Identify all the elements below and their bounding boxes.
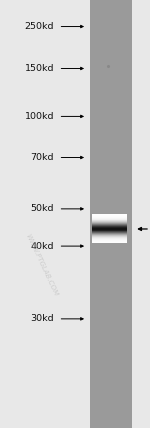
Bar (92, 218, 127, 219)
Bar (92, 226, 127, 227)
Bar (92, 241, 127, 242)
Bar (92, 221, 127, 222)
Bar (92, 222, 127, 223)
Text: 40kd: 40kd (30, 241, 54, 251)
Bar (92, 241, 127, 242)
Bar (92, 242, 127, 243)
Bar (92, 229, 127, 230)
Bar (92, 215, 127, 216)
Bar (92, 228, 127, 229)
Bar (92, 239, 127, 240)
Bar (92, 214, 127, 215)
Bar (92, 232, 127, 233)
Text: 50kd: 50kd (30, 204, 54, 214)
Bar (92, 217, 127, 218)
Bar (92, 220, 127, 221)
Bar (92, 223, 127, 224)
Bar (92, 238, 127, 239)
Bar (92, 240, 127, 241)
Bar (92, 216, 127, 217)
Text: 70kd: 70kd (30, 153, 54, 162)
Bar (92, 227, 127, 228)
Bar (92, 237, 127, 238)
Bar (92, 234, 127, 235)
Bar (92, 225, 127, 226)
Bar (92, 233, 127, 234)
Bar (92, 236, 127, 237)
Bar (92, 216, 127, 217)
Bar (92, 221, 127, 222)
Text: 150kd: 150kd (24, 64, 54, 73)
Bar (92, 236, 127, 237)
Bar (92, 235, 127, 236)
Text: 30kd: 30kd (30, 314, 54, 324)
Text: WWW.PTGLAB.COM: WWW.PTGLAB.COM (25, 233, 59, 297)
Bar (92, 224, 127, 225)
Bar (92, 229, 127, 230)
Bar (92, 225, 127, 226)
Bar (92, 233, 127, 234)
Bar (92, 231, 127, 232)
Bar (92, 219, 127, 220)
Bar (92, 240, 127, 241)
Bar (92, 220, 127, 221)
Bar (92, 217, 127, 218)
Bar (92, 224, 127, 225)
Bar (90, 0, 132, 428)
Bar (92, 230, 127, 231)
Bar (92, 237, 127, 238)
Bar (92, 228, 127, 229)
Bar (92, 232, 127, 233)
Text: 250kd: 250kd (24, 22, 54, 31)
Text: 100kd: 100kd (24, 112, 54, 121)
